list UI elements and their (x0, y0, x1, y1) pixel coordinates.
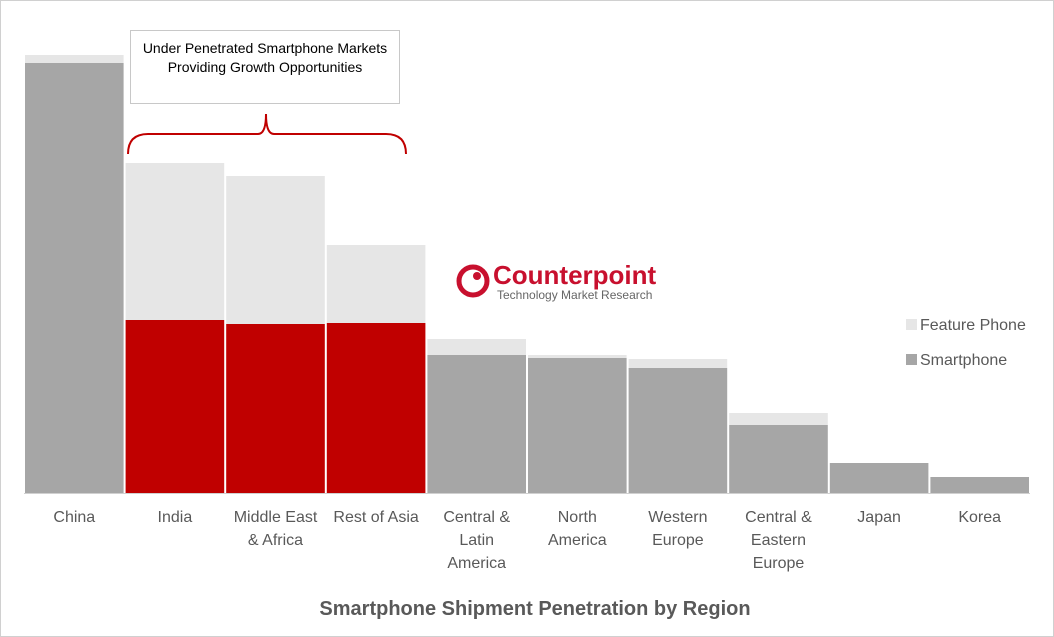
x-tick-label: China (53, 509, 96, 526)
x-tick-label: India (157, 509, 193, 526)
bar-segment (226, 324, 325, 493)
x-tick-label: North America (547, 509, 607, 549)
logo-dot (473, 272, 481, 280)
x-tick-label: Central & Latin America (443, 509, 511, 572)
bar-segment (930, 477, 1029, 493)
bar-segment (829, 463, 929, 493)
bar-segment (729, 425, 828, 493)
x-tick-label: Middle East & Africa (233, 509, 318, 549)
bracket (127, 113, 407, 155)
legend-swatch (906, 319, 917, 330)
bar-segment (628, 368, 728, 493)
legend-label: Smartphone (920, 352, 1007, 369)
bar-segment (528, 355, 627, 358)
logo-tagline: Technology Market Research (497, 288, 652, 302)
bar-segment (326, 323, 426, 493)
bar-segment (25, 55, 124, 63)
logo-icon (456, 264, 490, 298)
x-tick-label: Central & Eastern Europe (745, 509, 812, 572)
bar-segment (25, 63, 124, 493)
x-tick-label: Rest of Asia (333, 509, 419, 526)
chart-title: Smartphone Shipment Penetration by Regio… (319, 598, 750, 620)
x-tick-label: Japan (857, 509, 901, 526)
bar-segment (226, 176, 325, 324)
annotation: Under Penetrated Smartphone Markets Prov… (130, 30, 400, 104)
bar-segment (628, 359, 728, 368)
x-tick-label: Western Europe (648, 509, 708, 549)
bar-segment (729, 413, 828, 425)
legend-label: Feature Phone (920, 317, 1026, 334)
x-tick-label: Korea (958, 509, 1002, 526)
bar-segment (125, 163, 225, 320)
bar-segment (427, 355, 526, 493)
bar-segment (125, 320, 225, 493)
bar-segment (326, 245, 426, 323)
bar-segment (427, 339, 526, 355)
bar-segment (528, 358, 627, 493)
logo-name: Counterpoint (493, 260, 657, 290)
legend-swatch (906, 354, 917, 365)
